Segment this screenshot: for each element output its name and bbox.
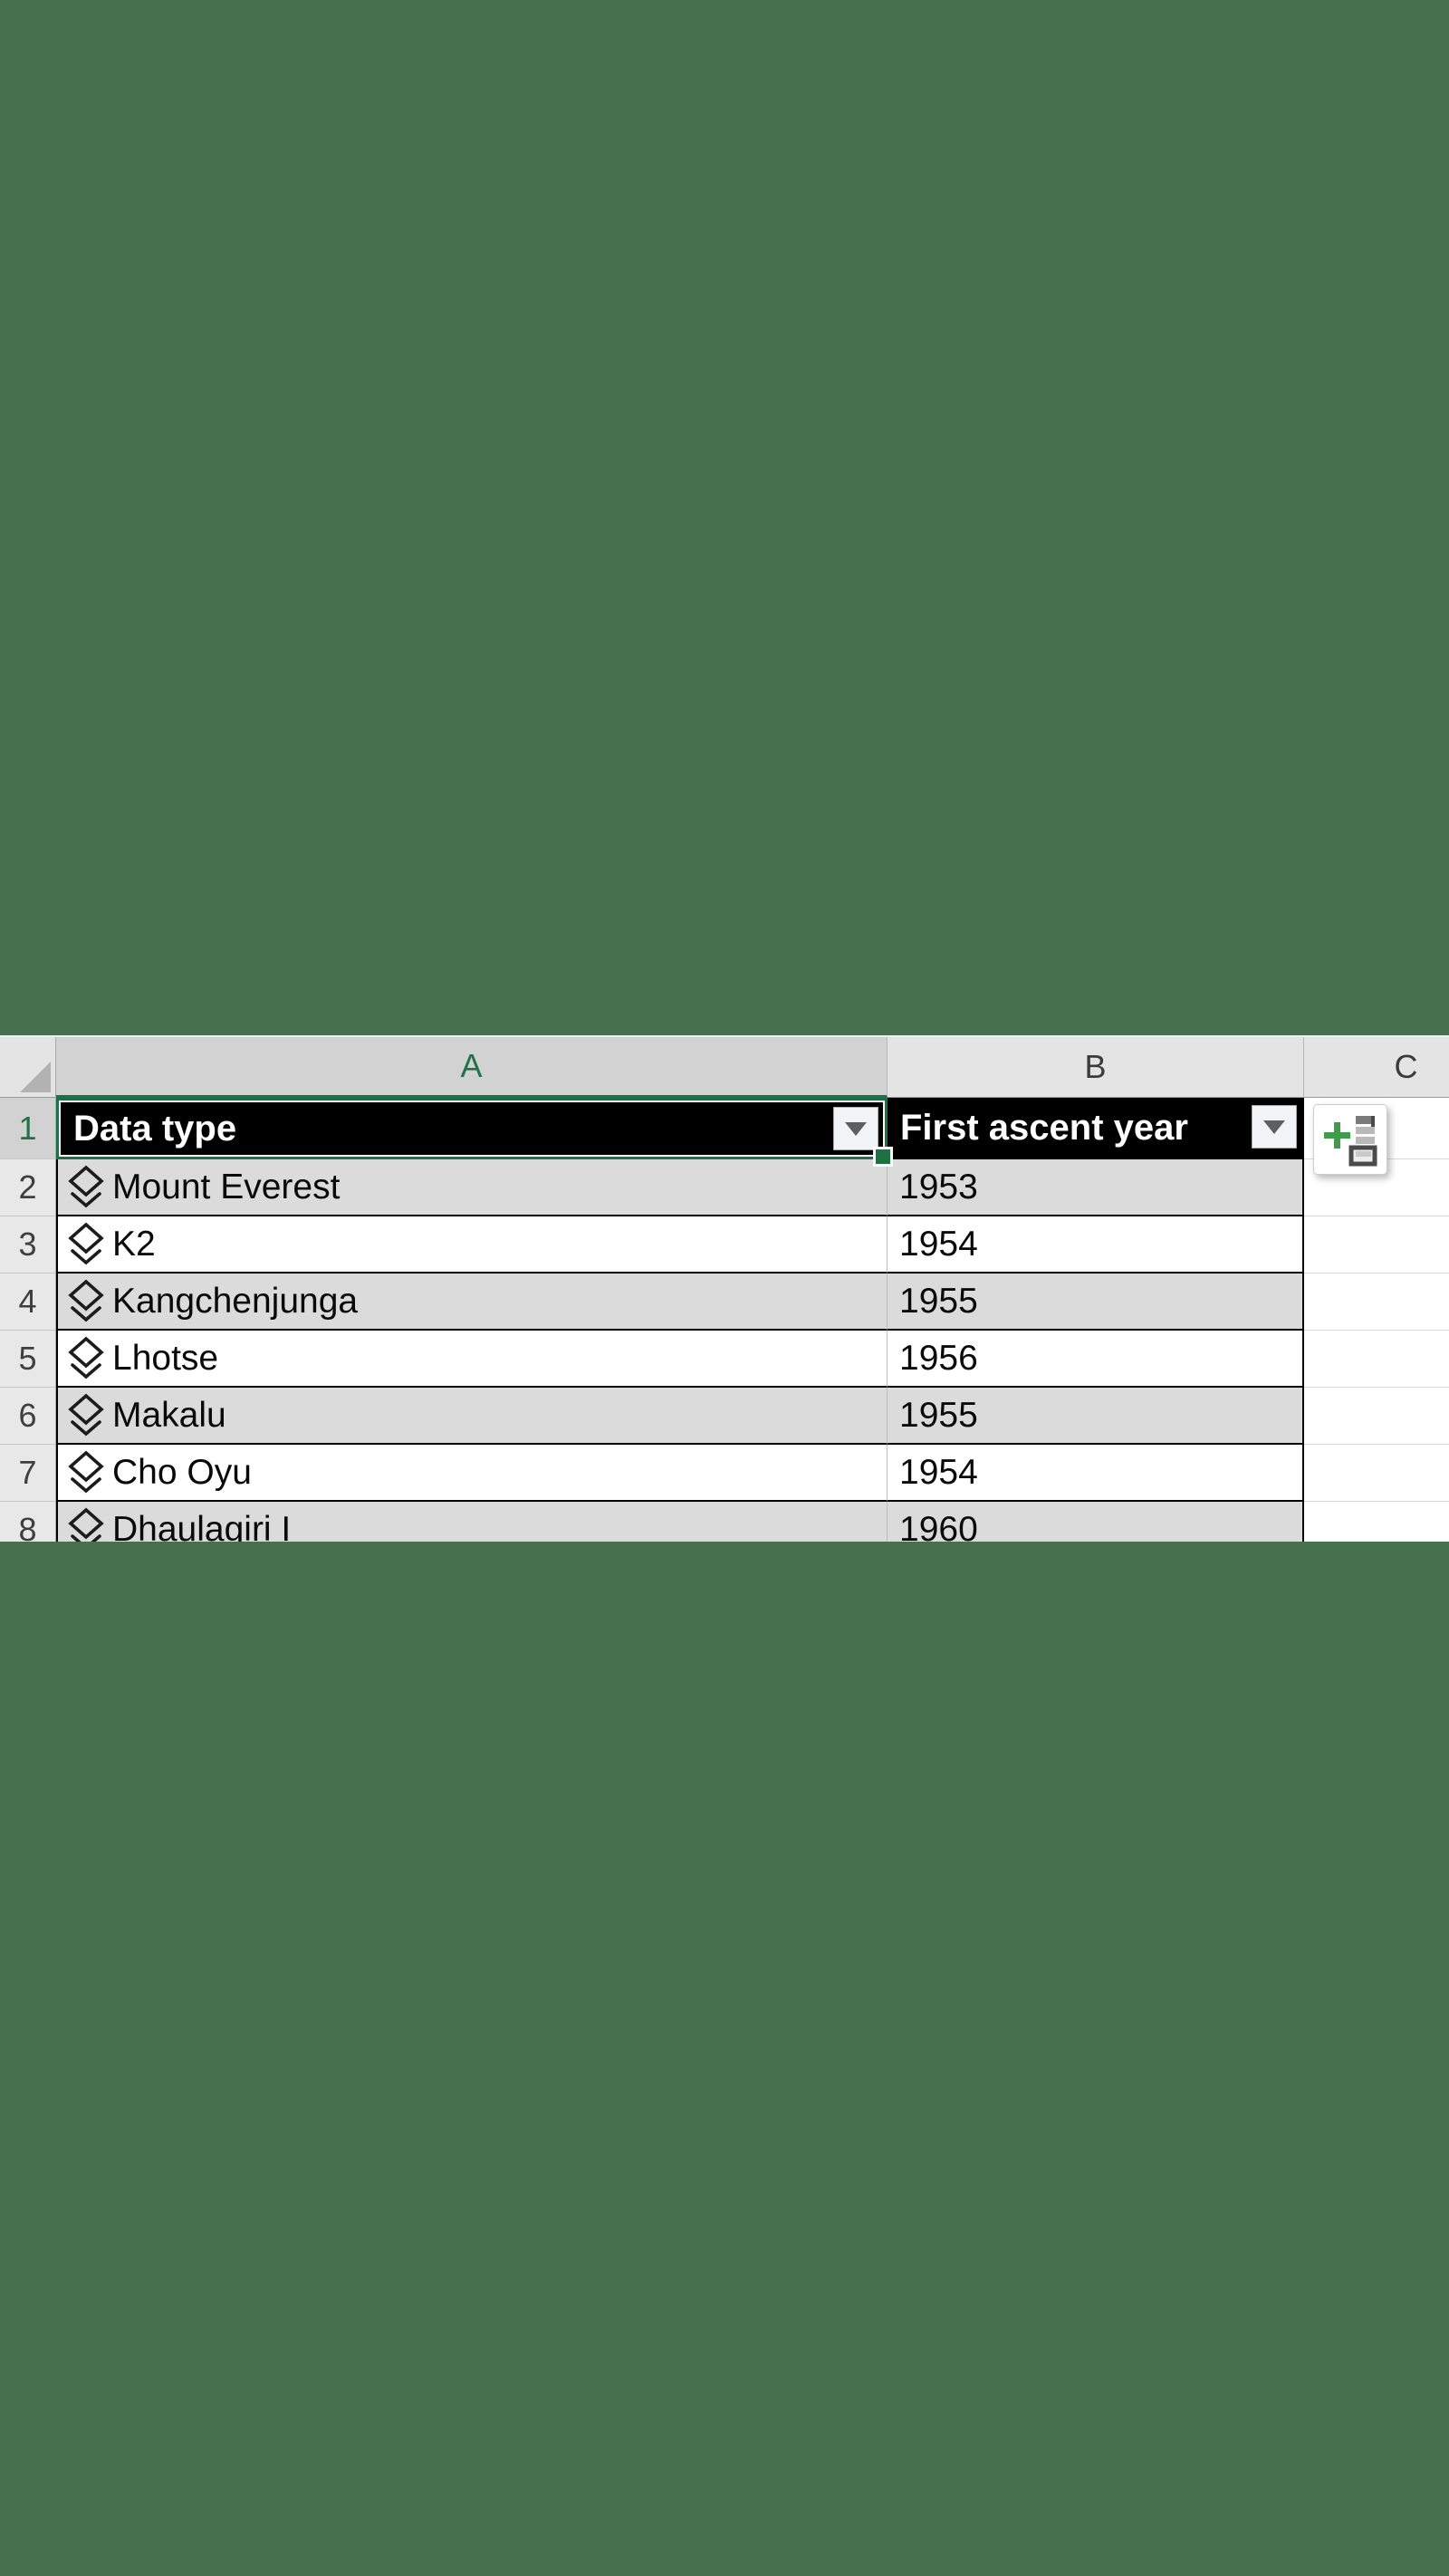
- linked-data-type-stacks-icon: [68, 1165, 104, 1207]
- linked-data-type-stacks-icon: [68, 1507, 104, 1542]
- mountain-name: Dhaulagiri I: [112, 1509, 292, 1543]
- table-row: 3 K2 1954: [0, 1216, 1449, 1274]
- mountain-name: Cho Oyu: [112, 1452, 252, 1492]
- column-letter: A: [460, 1047, 483, 1084]
- mountain-name: Kangchenjunga: [112, 1281, 359, 1321]
- header-label: Data type: [73, 1108, 237, 1149]
- cell-mountain-name[interactable]: Lhotse: [56, 1331, 888, 1388]
- cell-empty[interactable]: [1304, 1445, 1449, 1502]
- table-row: 8 Dhaulagiri I 1960: [0, 1502, 1449, 1542]
- fill-handle[interactable]: [873, 1147, 893, 1167]
- column-header-b[interactable]: B: [888, 1037, 1304, 1098]
- row-number: 6: [18, 1397, 37, 1434]
- row-header-1[interactable]: 1: [0, 1098, 56, 1159]
- row-number: 1: [18, 1109, 37, 1147]
- mountain-name: Lhotse: [112, 1338, 219, 1378]
- column-letter: C: [1394, 1048, 1418, 1085]
- mountain-name: K2: [112, 1224, 156, 1264]
- ascent-year: 1954: [899, 1452, 978, 1492]
- column-header-row: A B C: [0, 1037, 1449, 1098]
- cell-mountain-name[interactable]: Dhaulagiri I: [56, 1502, 888, 1542]
- row-header-8[interactable]: 8: [0, 1502, 56, 1542]
- cell-ascent-year[interactable]: 1954: [888, 1216, 1304, 1274]
- cell-ascent-year[interactable]: 1953: [888, 1159, 1304, 1216]
- linked-data-type-stacks-icon: [68, 1450, 104, 1493]
- spreadsheet-strip: A B C 1 Data type First ascent year: [0, 1035, 1449, 1542]
- mountain-name: Mount Everest: [112, 1167, 341, 1206]
- mountain-name: Makalu: [112, 1395, 226, 1435]
- table-row: 5 Lhotse 1956: [0, 1331, 1449, 1388]
- column-header-c[interactable]: C: [1304, 1037, 1449, 1098]
- ascent-year-filter-dropdown-button[interactable]: [1252, 1105, 1297, 1149]
- select-all-button[interactable]: [0, 1037, 56, 1098]
- column-letter: B: [1084, 1048, 1107, 1085]
- cell-mountain-name[interactable]: K2: [56, 1216, 888, 1274]
- cell-empty[interactable]: [1304, 1274, 1449, 1331]
- row-number: 7: [18, 1454, 37, 1491]
- linked-data-type-stacks-icon: [68, 1393, 104, 1436]
- cell-mountain-name[interactable]: Makalu: [56, 1388, 888, 1445]
- ascent-year: 1955: [899, 1281, 978, 1321]
- linked-data-type-stacks-icon: [68, 1279, 104, 1322]
- ascent-year: 1953: [899, 1167, 978, 1206]
- row-number: 5: [18, 1340, 37, 1377]
- ascent-year: 1954: [899, 1224, 978, 1264]
- cell-ascent-year[interactable]: 1956: [888, 1331, 1304, 1388]
- row-header-2[interactable]: 2: [0, 1159, 56, 1216]
- table-row: 2 Mount Everest 1953: [0, 1159, 1449, 1216]
- cell-empty[interactable]: [1304, 1388, 1449, 1445]
- dropdown-arrow-icon: [1263, 1120, 1285, 1134]
- cell-ascent-year[interactable]: 1955: [888, 1274, 1304, 1331]
- row-number: 2: [18, 1168, 37, 1206]
- cell-b1-ascent-year-header[interactable]: First ascent year: [888, 1098, 1304, 1159]
- cell-ascent-year[interactable]: 1954: [888, 1445, 1304, 1502]
- table-row: 6 Makalu 1955: [0, 1388, 1449, 1445]
- cell-empty[interactable]: [1304, 1216, 1449, 1274]
- row-header-6[interactable]: 6: [0, 1388, 56, 1445]
- row-number: 3: [18, 1226, 37, 1263]
- header-label: First ascent year: [900, 1107, 1188, 1148]
- dropdown-arrow-icon: [845, 1121, 867, 1136]
- ascent-year: 1960: [899, 1509, 978, 1543]
- row-number: 8: [18, 1511, 37, 1542]
- insert-extracted-data-button[interactable]: [1313, 1104, 1387, 1175]
- row-header-5[interactable]: 5: [0, 1331, 56, 1388]
- cell-mountain-name[interactable]: Cho Oyu: [56, 1445, 888, 1502]
- insert-data-icon: [1324, 1116, 1377, 1167]
- row-header-7[interactable]: 7: [0, 1445, 56, 1502]
- linked-data-type-stacks-icon: [68, 1222, 104, 1264]
- table-row: 4 Kangchenjunga 1955: [0, 1274, 1449, 1331]
- row-header-4[interactable]: 4: [0, 1274, 56, 1331]
- ascent-year: 1955: [899, 1395, 978, 1435]
- column-header-a[interactable]: A: [56, 1037, 888, 1098]
- row-number: 4: [18, 1283, 37, 1320]
- cell-ascent-year[interactable]: 1955: [888, 1388, 1304, 1445]
- cell-empty[interactable]: [1304, 1331, 1449, 1388]
- ascent-year: 1956: [899, 1338, 978, 1378]
- cell-a1-data-type-header[interactable]: Data type: [56, 1098, 888, 1159]
- select-all-triangle-icon: [20, 1062, 51, 1092]
- cell-mountain-name[interactable]: Kangchenjunga: [56, 1274, 888, 1331]
- cell-empty[interactable]: [1304, 1502, 1449, 1542]
- linked-data-type-stacks-icon: [68, 1336, 104, 1379]
- cell-mountain-name[interactable]: Mount Everest: [56, 1159, 888, 1216]
- table-header-row: 1 Data type First ascent year: [0, 1098, 1449, 1175]
- table-row: 7 Cho Oyu 1954: [0, 1445, 1449, 1502]
- cell-c1[interactable]: [1304, 1098, 1449, 1175]
- row-header-3[interactable]: 3: [0, 1216, 56, 1274]
- cell-ascent-year[interactable]: 1960: [888, 1502, 1304, 1542]
- data-type-filter-dropdown-button[interactable]: [833, 1107, 878, 1150]
